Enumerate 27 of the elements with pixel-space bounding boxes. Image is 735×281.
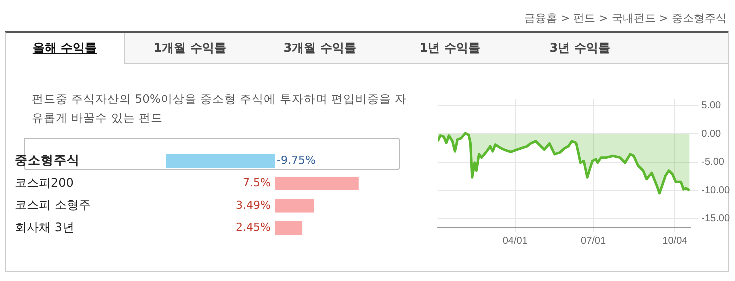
- text: 3년 수익률: [548, 40, 612, 57]
- y-tick-label: 5.00: [702, 100, 722, 112]
- y-tick-label: 중소형주식: [15, 152, 80, 168]
- text: 1개월 수익률: [152, 40, 228, 57]
- y-tick-label: -10.00: [702, 185, 730, 196]
- x-tick-label: 07/01: [581, 236, 606, 247]
- y-tick-label: 0.00: [702, 128, 722, 140]
- text: 올해 수익률: [6, 33, 125, 64]
- data-label: -9.75%: [277, 154, 316, 168]
- x-tick-label: 10/04: [662, 236, 688, 247]
- data-label: 2.45%: [236, 221, 271, 234]
- y-tick-label: -5.00: [702, 157, 725, 168]
- chart-subtitle: 펀드중 주식자산의 50%이상을 중소형 주식에 투자하며 편입비중을 자유롭게 바꿀수 있는 펀드: [32, 91, 408, 127]
- text: 금융홈 > 펀드 > 국내펀드 > 중소형주식: [524, 11, 727, 26]
- y-tick-label: 코스피 소형주: [15, 198, 91, 212]
- data-label: 3.49%: [236, 198, 271, 212]
- bar: [275, 176, 359, 191]
- data-label: 7.5%: [243, 176, 271, 190]
- text: 3개월 수익률: [282, 40, 358, 57]
- y-tick-label: 회사채 3년: [15, 220, 74, 234]
- text: 1년 수익률: [418, 40, 482, 57]
- y-tick-label: -15.00: [702, 214, 730, 225]
- bar: [166, 154, 275, 168]
- bar: [275, 222, 303, 236]
- x-tick-label: 04/01: [502, 236, 528, 247]
- y-tick-label: 코스피200: [15, 176, 74, 190]
- bar: [275, 199, 314, 213]
